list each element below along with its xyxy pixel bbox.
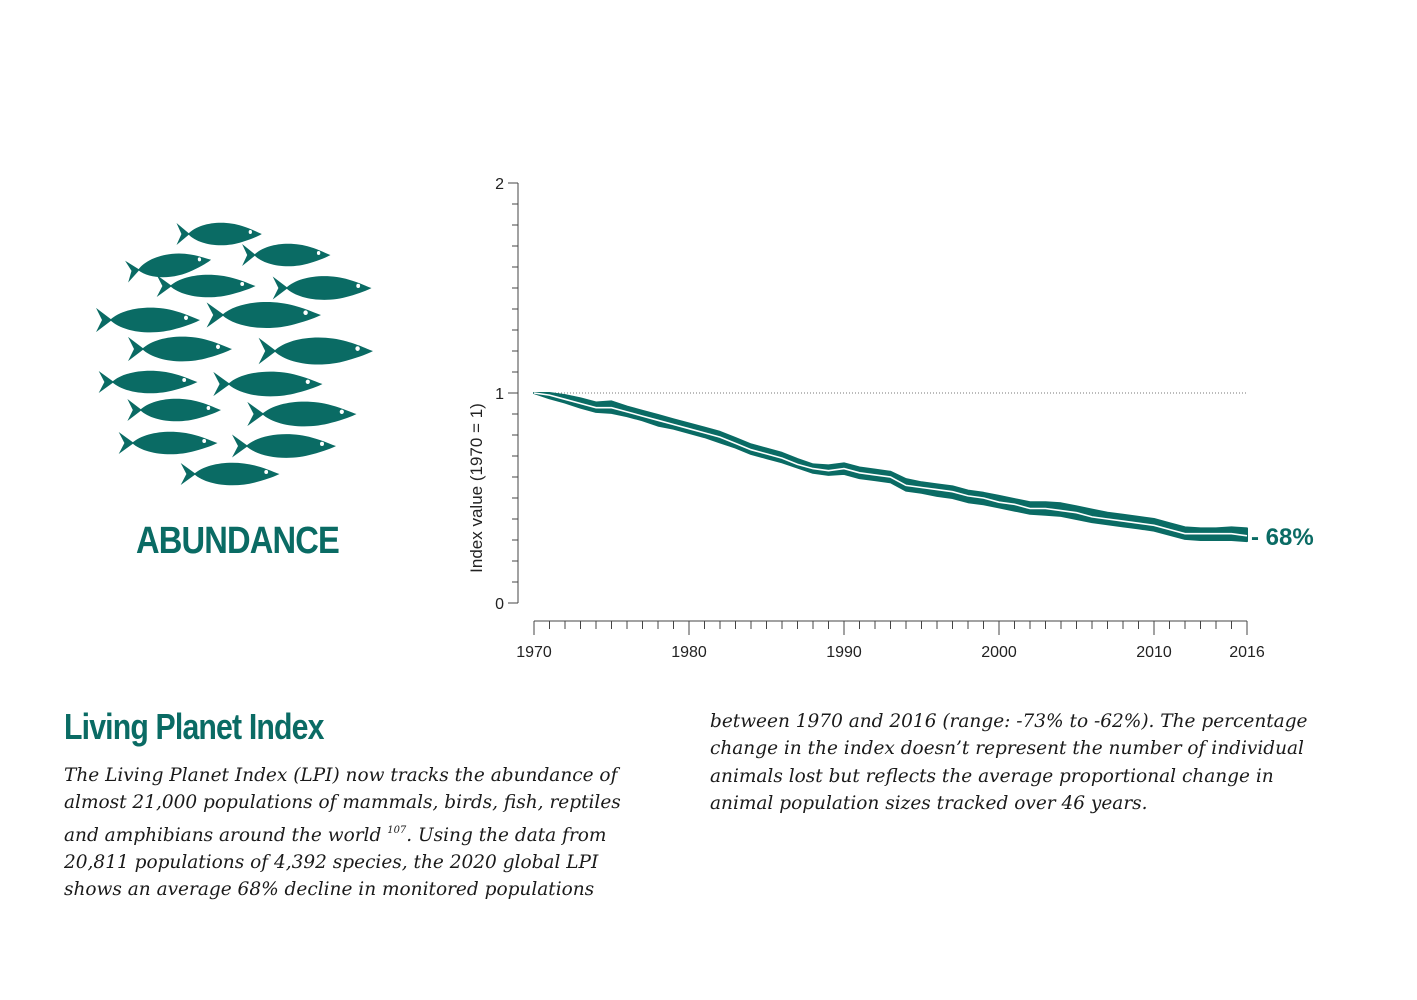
left-line-3a: and amphibians around the world [64,824,382,846]
fish-10 [98,370,198,394]
fish-school-icon [96,222,373,486]
abundance-label: ABUNDANCE [136,520,340,562]
left-line-1: The Living Planet Index (LPI) now tracks… [64,765,618,786]
fish-14 [118,431,218,455]
x-tick-label: 1970 [516,644,552,661]
fish-1 [176,222,262,246]
fish-2 [242,243,331,267]
fish-5 [272,276,372,300]
fish-6 [206,302,321,328]
y-tick-label: 0 [495,596,504,613]
fish-11 [213,371,323,397]
footnote-ref: 107 [387,824,407,836]
right-line-3: animals lost but reflects the average pr… [710,765,1274,787]
section-title: Living Planet Index [64,706,324,747]
left-line-3b: . Using the data from [406,824,607,846]
fish-7 [96,307,200,333]
left-line-4: 20,811 populations of 4,392 species, the… [64,851,599,873]
plot-area: 0 1 2 1970 1980 1990 2000 2010 2016 - 68% [495,176,1314,661]
fish-16 [180,462,280,486]
x-tick-label: 2000 [981,644,1017,661]
right-line-4: animal population sizes tracked over 46 … [710,792,1148,814]
y-tick-label: 1 [495,386,504,403]
x-tick-label: 2010 [1136,644,1172,661]
fish-8 [128,336,232,362]
fish-12 [127,398,221,422]
x-tick-label: 2016 [1229,644,1265,661]
body-text-right: between 1970 and 2016 (range: -73% to -6… [710,708,1350,817]
y-axis-title: Index value (1970 = 1) [467,403,486,573]
fish-4 [156,274,256,298]
index-line [533,392,1248,537]
right-line-1: between 1970 and 2016 (range: -73% to -6… [710,711,1308,732]
end-label: - 68% [1251,524,1314,551]
y-tick-label: 2 [495,176,504,193]
fish-15 [232,434,336,458]
fish-13 [247,401,357,427]
confidence-band [533,392,1248,543]
lpi-chart: 0 1 2 1970 1980 1990 2000 2010 2016 - 68% Index v… [467,176,1314,661]
left-line-2: almost 21,000 populations of mammals, bi… [64,792,621,814]
body-text-left: The Living Planet Index (LPI) now tracks… [64,762,664,903]
x-tick-label: 1990 [826,644,862,661]
x-tick-label: 1980 [671,644,707,661]
fish-9 [258,337,373,365]
left-line-5: shows an average 68% decline in monitore… [64,879,595,901]
right-line-2: change in the index doesn’t represent th… [710,738,1304,760]
left-line-3: and amphibians around the world 107. Usi… [64,817,664,849]
